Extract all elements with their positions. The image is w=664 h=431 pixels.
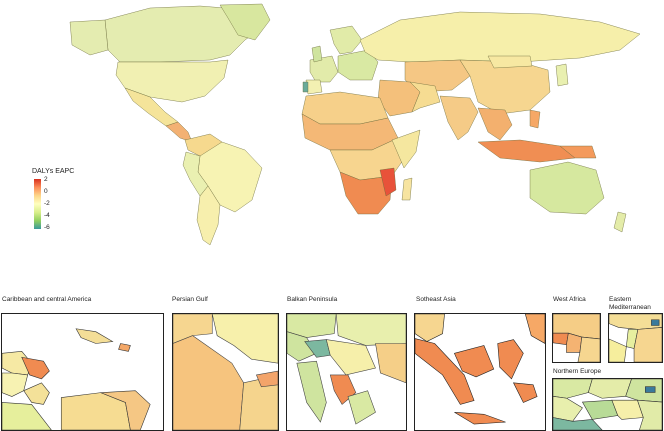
legend-color-bar [34,179,41,229]
region-australia [529,161,605,215]
inset-title-southeast-asia: Sotheast Asia [416,296,456,303]
inset-map-southeast-asia [414,313,546,431]
region-indonesia [477,139,576,163]
inset-map-eastern-mediterranean [608,313,663,363]
region-uk [311,45,323,63]
world-choropleth-map [69,3,641,246]
inset-map-northern-europe [552,378,663,431]
inset-title-eastern-mediterranean: Eastern Mediterranean [609,296,651,311]
legend-tick: -6 [44,224,50,231]
region-mongolia [487,55,533,69]
region-iberia [305,79,323,95]
legend-title: DALYs EAPC [32,168,75,175]
region-argentina-chile [196,185,221,246]
region-central-america [165,121,193,143]
region-russia [359,11,641,63]
region-usa [115,59,229,103]
region-scandinavia [329,25,363,55]
inset-title-west-africa: West Africa [553,296,586,303]
legend-tick: -2 [44,200,50,207]
legend-tick: 2 [44,176,48,183]
region-western-europe [309,55,339,83]
region-southeast-asia [477,107,513,141]
inset-title-persian-gulf: Persian Gulf [172,296,208,303]
inset-map-caribbean [1,313,164,431]
region-philippines [529,109,541,129]
inset-map-balkan [286,313,407,431]
region-iran [409,81,441,113]
inset-map-persian-gulf [172,313,279,431]
region-png [559,145,597,159]
region-portugal [302,81,309,93]
region-madagascar [401,177,413,201]
region-new-zealand [613,211,627,233]
inset-title-northern-europe: Northern Europe [553,368,602,375]
region-north-africa [301,91,389,125]
legend: DALYs EAPC 2 0 -2 -4 -6 [32,168,92,231]
inset-title-caribbean: Caribbean and central America [2,296,92,303]
inset-title-balkan: Balkan Peninsula [287,296,338,303]
region-japan [555,63,569,87]
region-india [439,95,479,141]
region-alaska [69,19,109,56]
legend-tick: -4 [44,212,50,219]
region-greenland [219,3,271,41]
region-mozambique [379,167,397,197]
region-southern-africa [339,171,393,215]
inset-map-west-africa [552,313,601,363]
region-east-africa [391,129,421,169]
legend-tick: 0 [44,188,48,195]
region-canada [104,5,263,63]
